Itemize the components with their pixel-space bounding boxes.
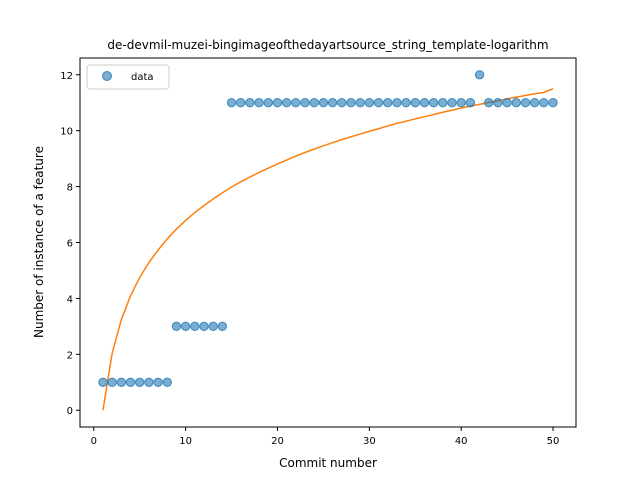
data-point: [447, 98, 457, 108]
data-point: [502, 98, 512, 108]
data-point: [511, 98, 521, 108]
x-tick-label: 50: [547, 436, 560, 447]
y-tick-label: 8: [67, 183, 73, 194]
data-point: [364, 98, 375, 108]
data-point: [180, 321, 191, 332]
data-point: [300, 98, 310, 108]
data-point: [529, 98, 540, 108]
data-point: [428, 98, 439, 108]
x-tick-label: 10: [179, 436, 192, 447]
data-point: [254, 98, 264, 108]
data-point: [410, 98, 420, 108]
data-point: [539, 98, 549, 108]
x-tick-label: 0: [91, 436, 97, 447]
data-point: [208, 321, 218, 332]
x-tick-label: 30: [363, 436, 376, 447]
data-point: [474, 70, 485, 80]
y-axis: 0 2 4 6 8 10 12: [60, 71, 80, 417]
data-point: [493, 98, 503, 108]
data-point: [199, 321, 209, 332]
data-point: [236, 98, 246, 108]
x-axis-label: Commit number: [279, 456, 377, 470]
data-point: [116, 377, 127, 387]
data-point: [272, 98, 283, 108]
data-point: [419, 98, 430, 108]
fit-line: [102, 88, 554, 411]
data-point: [383, 98, 393, 108]
y-axis-label: Number of instance of a feature: [32, 146, 46, 338]
data-point: [107, 377, 117, 387]
data-point: [401, 98, 411, 108]
y-tick-label: 4: [67, 294, 73, 305]
data-point: [144, 377, 154, 387]
y-tick-label: 12: [60, 71, 73, 82]
chart-title: de-devmil-muzei-bingimageofthedayartsour…: [107, 38, 548, 52]
data-point: [125, 377, 136, 387]
legend: data: [86, 64, 170, 90]
y-tick-label: 2: [67, 350, 73, 361]
data-point: [355, 98, 365, 108]
legend-marker-data: [102, 71, 112, 81]
data-point: [281, 98, 292, 108]
data-point: [309, 98, 319, 108]
y-tick-label: 10: [60, 127, 73, 138]
data-point: [318, 98, 329, 108]
y-tick-label: 0: [67, 406, 73, 417]
data-point: [373, 98, 384, 108]
data-point: [226, 98, 237, 108]
x-axis: 0 10 20 30 40 50: [91, 427, 560, 447]
x-tick-label: 20: [271, 436, 284, 447]
data-point: [135, 377, 145, 387]
data-point: [291, 98, 301, 108]
data-point: [484, 98, 494, 108]
data-point: [245, 98, 255, 108]
data-point: [327, 98, 338, 108]
data-point: [263, 98, 273, 108]
plot-area: [98, 70, 558, 411]
data-point: [217, 321, 228, 332]
data-point: [456, 98, 466, 108]
data-point: [171, 321, 182, 332]
data-point: [392, 98, 402, 108]
data-point: [465, 98, 476, 108]
legend-label-data: data: [131, 72, 154, 83]
legend-frame: [86, 64, 170, 90]
data-point: [438, 98, 448, 108]
data-point: [337, 98, 347, 108]
data-point: [162, 377, 172, 387]
data-point: [190, 321, 200, 332]
data-point: [153, 377, 163, 387]
y-tick-label: 6: [67, 239, 73, 250]
data-point: [548, 98, 558, 108]
x-tick-label: 40: [455, 436, 468, 447]
data-point: [98, 377, 108, 387]
data-point: [520, 98, 531, 108]
data-point: [346, 98, 356, 108]
